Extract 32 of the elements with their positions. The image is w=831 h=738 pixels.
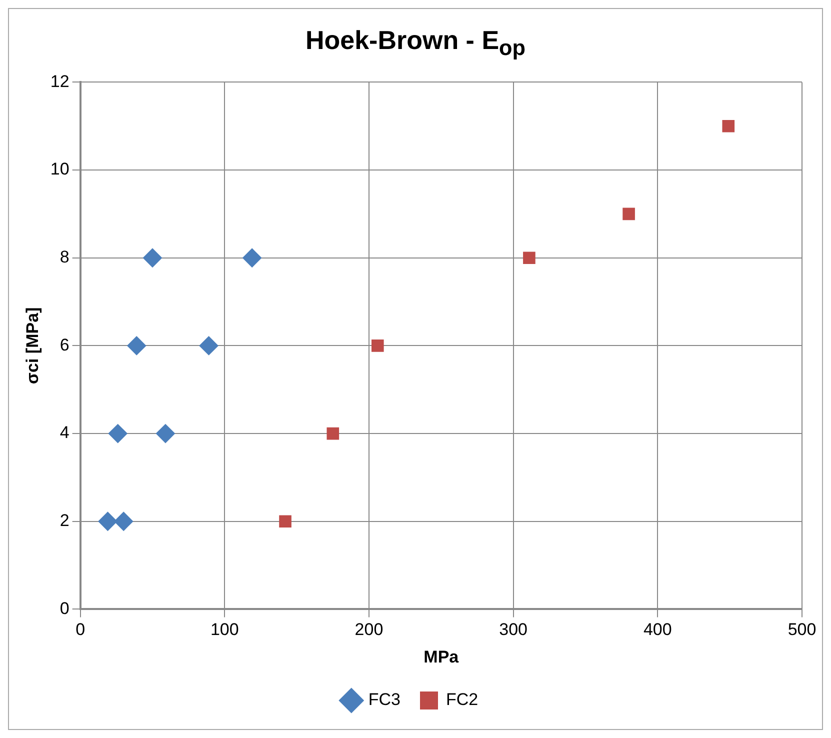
- y-tick-label: 6: [60, 335, 70, 354]
- y-tick-label: 4: [60, 423, 70, 442]
- chart-title: Hoek-Brown - E$_{op}$: [304, 24, 527, 62]
- y-tick-label: 12: [50, 72, 70, 91]
- y-tick-label: 0: [60, 598, 70, 618]
- x-tick-label: 0: [76, 620, 86, 640]
- point: [326, 427, 340, 440]
- point: [142, 248, 162, 268]
- x-axis-title: MPa: [424, 647, 460, 666]
- x-tick-label: 300: [499, 620, 528, 640]
- point: [199, 336, 218, 356]
- y-tick-label: 8: [60, 248, 70, 267]
- point: [371, 340, 384, 352]
- point: [114, 512, 134, 531]
- point: [523, 252, 536, 264]
- point: [127, 336, 146, 356]
- x-tick-label: 400: [643, 620, 672, 640]
- point: [622, 208, 635, 220]
- x-tick-label: 500: [788, 620, 816, 640]
- point: [156, 424, 175, 444]
- y-axis-title: σci [MPa]: [22, 307, 42, 384]
- point: [108, 424, 128, 444]
- legend-label: FC2: [446, 690, 478, 710]
- point: [279, 515, 292, 528]
- y-tick-label: 10: [50, 160, 70, 179]
- point: [242, 248, 262, 268]
- y-tick-label: 2: [60, 511, 70, 530]
- x-tick-label: 100: [210, 620, 239, 640]
- legend-label: FC3: [368, 690, 401, 710]
- point: [98, 512, 118, 531]
- point: [722, 120, 735, 132]
- x-tick-label: 200: [354, 620, 384, 640]
